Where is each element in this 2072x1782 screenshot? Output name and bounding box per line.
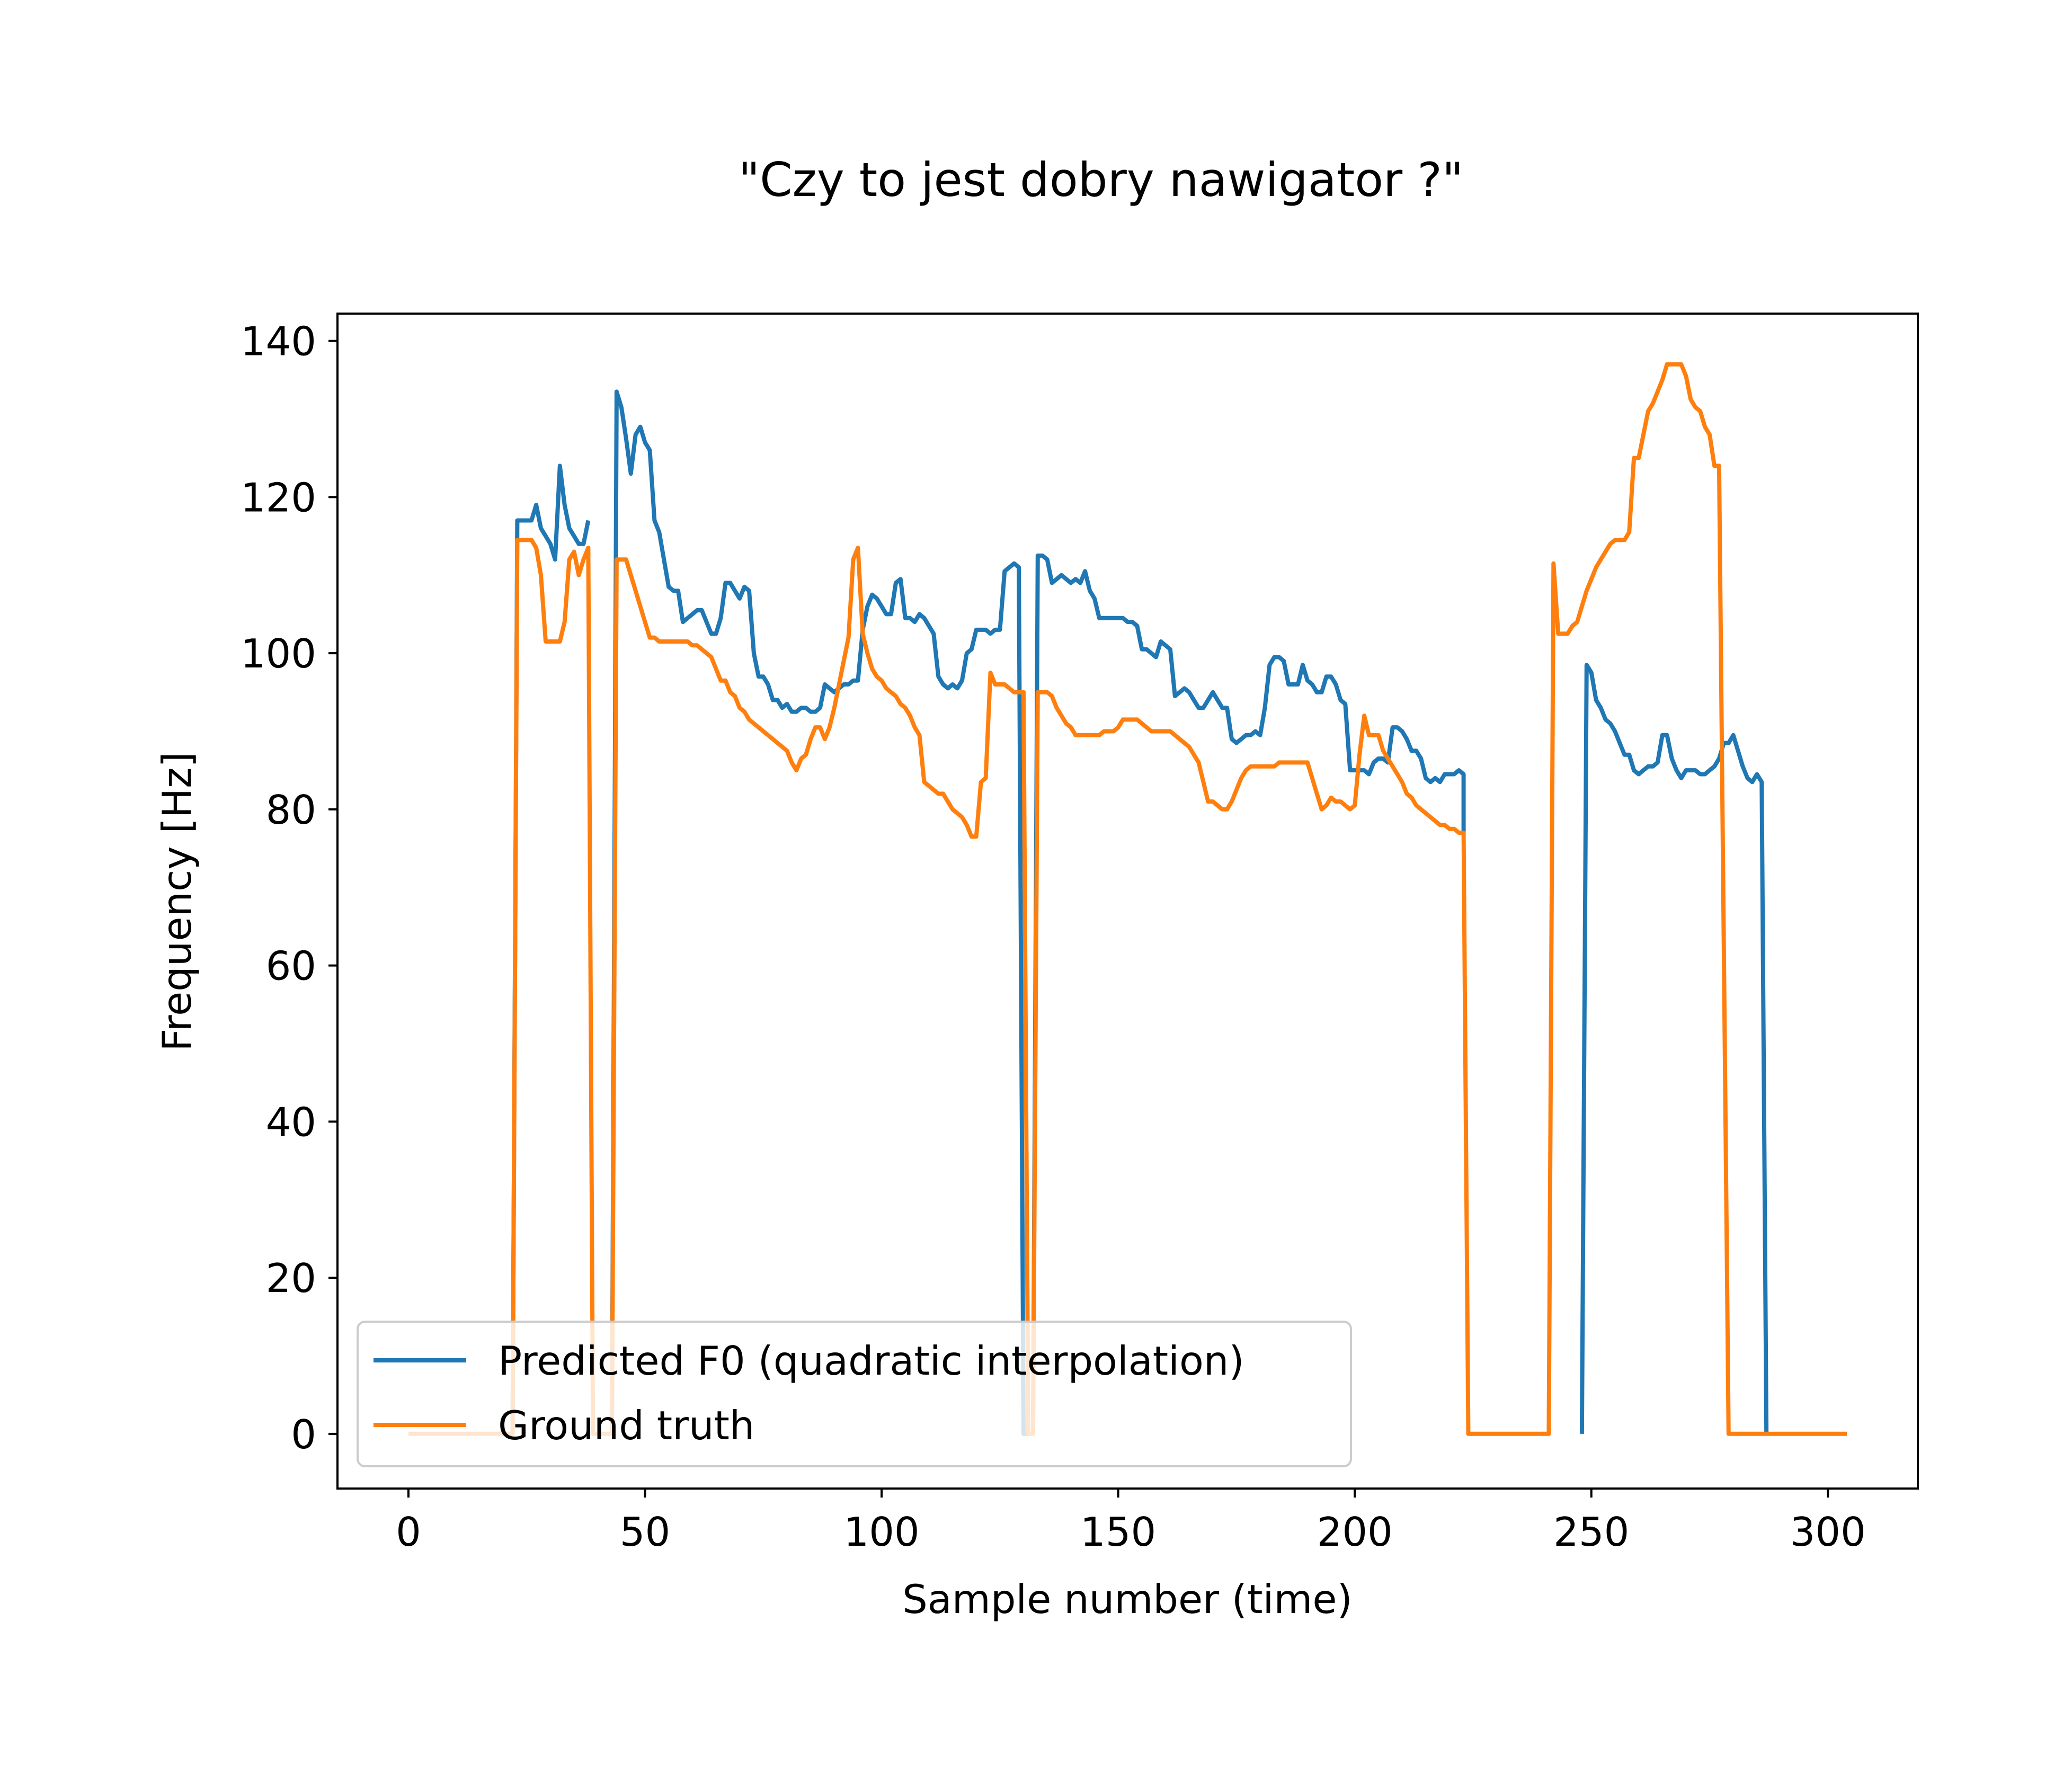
series-line-0-segment-3: [1579, 663, 1769, 1434]
series-ground-truth: [408, 362, 1847, 1436]
x-tick-label: 250: [1553, 1509, 1629, 1555]
y-tick-label: 120: [241, 474, 316, 521]
axes-frame: [336, 313, 1919, 1490]
x-tick-label: 100: [844, 1509, 920, 1555]
y-tick-label: 20: [266, 1255, 316, 1302]
x-axis-ticks: 0 50 100 150 200 250 300: [396, 1489, 1866, 1555]
x-tick-label: 300: [1790, 1509, 1866, 1555]
y-tick-label: 80: [266, 787, 316, 833]
y-tick-label: 140: [241, 318, 316, 365]
x-tick-label: 50: [620, 1509, 670, 1555]
series-predicted-f0: [510, 389, 1769, 1436]
plot-area: [408, 362, 1847, 1436]
y-tick-label: 0: [291, 1411, 316, 1458]
y-axis-label: Frequency [Hz]: [154, 752, 200, 1052]
x-tick-label: 200: [1317, 1509, 1393, 1555]
y-tick-label: 60: [266, 943, 316, 990]
chart-title: "Czy to jest dobry nawigator ?": [739, 153, 1464, 207]
x-tick-label: 0: [396, 1509, 421, 1555]
y-tick-label: 40: [266, 1099, 316, 1145]
y-tick-label: 100: [241, 630, 316, 677]
x-tick-label: 150: [1080, 1509, 1156, 1555]
y-axis-ticks: 0 20 40 60 80 100 120 140: [241, 318, 337, 1458]
series-line-0-segment-2: [1030, 553, 1466, 1434]
series-line-1-segment-0: [408, 362, 1847, 1436]
x-axis-label: Sample number (time): [902, 1576, 1353, 1623]
legend-label-ground-truth: Ground truth: [498, 1402, 754, 1449]
series-line-0-segment-0: [510, 464, 591, 1434]
legend-label-predicted: Predicted F0 (quadratic interpolation): [498, 1338, 1244, 1384]
series-line-0-segment-1: [610, 389, 1028, 1436]
legend: Predicted F0 (quadratic interpolation) G…: [357, 1321, 1352, 1467]
legend-box: [357, 1321, 1352, 1467]
